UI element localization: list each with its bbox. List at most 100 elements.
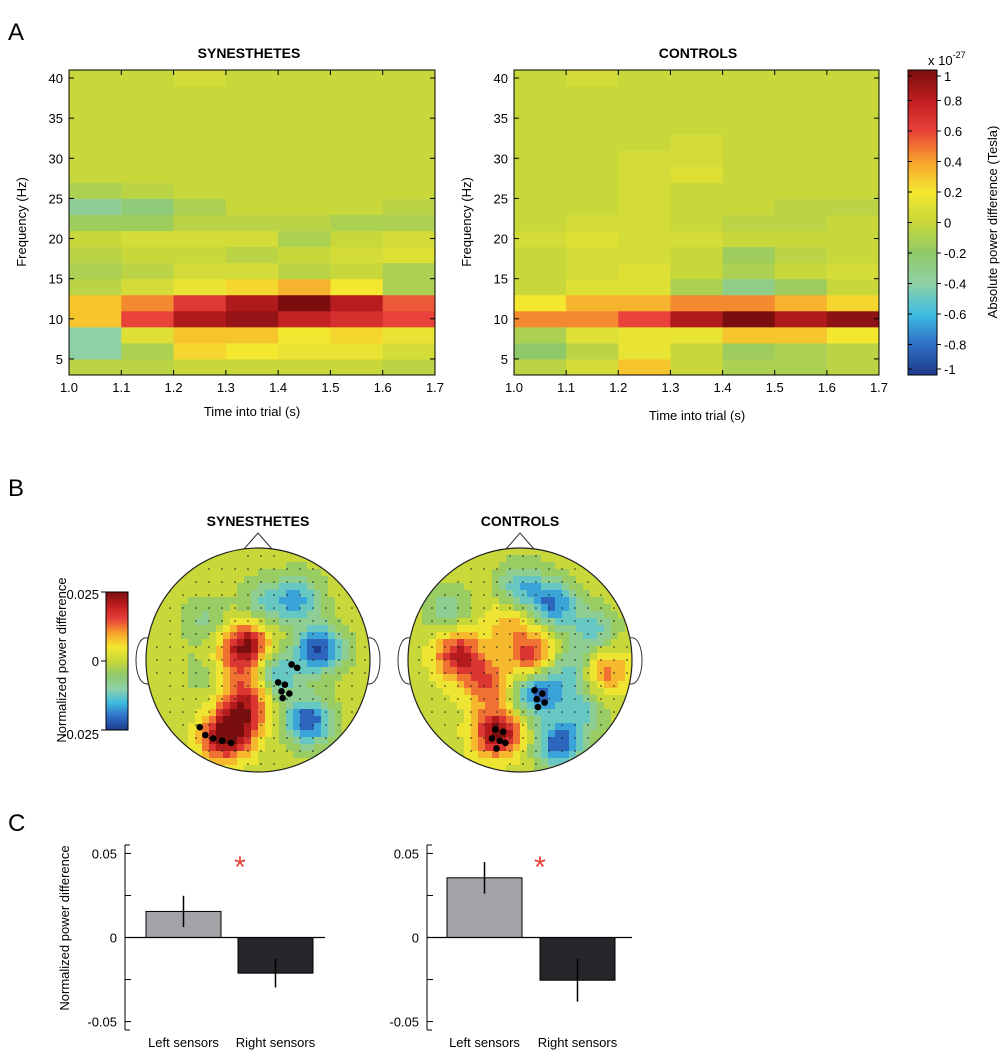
heatmap-cell <box>69 326 122 344</box>
topo-cell <box>349 618 357 626</box>
topo-cell <box>485 569 493 577</box>
heatmap-cell <box>382 358 436 376</box>
topo-cell <box>485 702 493 710</box>
topo-cell <box>457 597 465 605</box>
topo-cell <box>174 730 182 738</box>
sensor-dot <box>325 646 327 648</box>
topo-cell <box>590 660 598 668</box>
topo-cell <box>160 702 168 710</box>
topo-cell <box>244 688 252 696</box>
topo-cell <box>471 723 479 731</box>
heatmap-cell <box>278 118 331 135</box>
topo-cell <box>408 674 416 682</box>
topo-cell <box>174 660 182 668</box>
y-tick-label: 30 <box>494 151 508 166</box>
topo-cell <box>590 639 598 647</box>
topo-cell <box>230 597 238 605</box>
topo-cell <box>618 667 626 675</box>
sensor-dot <box>509 607 511 609</box>
topo-cell <box>293 618 301 626</box>
topo-cell <box>146 583 154 591</box>
topo-cell <box>457 723 465 731</box>
topo-cell <box>202 667 210 675</box>
topo-cell <box>436 765 444 772</box>
topo-cell <box>513 695 521 703</box>
sensor-dot <box>338 659 340 661</box>
sensor-dot <box>483 711 485 713</box>
topo-cell <box>555 555 563 563</box>
topo-cell <box>223 744 231 752</box>
sensor-dot <box>182 659 184 661</box>
sensor-dot <box>535 607 537 609</box>
topo-cell <box>597 555 605 563</box>
sensor-dot <box>247 672 249 674</box>
topo-cell <box>223 625 231 633</box>
topo-cell <box>464 688 472 696</box>
topo-cell <box>597 702 605 710</box>
sensor-dot <box>208 646 210 648</box>
topo-cell <box>450 765 458 772</box>
heatmap-cell <box>225 326 279 344</box>
topo-cell <box>499 681 507 689</box>
topo-cell <box>415 576 423 584</box>
topo-cell <box>590 695 598 703</box>
topo-cell <box>230 639 238 647</box>
topo-cell <box>471 674 479 682</box>
topo-cell <box>506 702 514 710</box>
topo-cell <box>618 660 626 668</box>
topo-cell <box>492 625 500 633</box>
topo-cell <box>415 702 423 710</box>
sensor-dot <box>535 620 537 622</box>
topo-cell <box>181 730 189 738</box>
topo-cell <box>597 590 605 598</box>
topo-cell <box>293 744 301 752</box>
topo-cell <box>527 562 535 570</box>
topo-cell <box>188 548 196 556</box>
topo-cell <box>328 625 336 633</box>
heatmap-controls-x-ticks: 1.0 1.1 1.2 1.3 1.4 1.5 1.6 1.7 <box>505 70 888 395</box>
topo-cell <box>258 688 266 696</box>
sensor-dot <box>535 711 537 713</box>
heatmap-cell <box>173 214 227 232</box>
topo-cell <box>576 737 584 745</box>
topo-cell <box>597 744 605 752</box>
topo-cell <box>251 709 259 717</box>
topo-cell <box>429 688 437 696</box>
sensor-dot <box>247 750 249 752</box>
topo-cell <box>195 674 203 682</box>
sensor-dot <box>273 724 275 726</box>
topo-cell <box>279 723 287 731</box>
topo-cell <box>471 583 479 591</box>
topo-cell <box>216 660 224 668</box>
topo-cell <box>541 576 549 584</box>
topo-cell <box>230 716 238 724</box>
topo-cell <box>237 625 245 633</box>
topo-cell <box>464 611 472 619</box>
topo-cell <box>258 716 266 724</box>
topo-cell <box>555 576 563 584</box>
topo-cell <box>265 744 273 752</box>
topo-cell <box>188 737 196 745</box>
sensor-dot <box>338 724 340 726</box>
topo-cell <box>576 555 584 563</box>
sensor-dot <box>351 698 353 700</box>
topo-cell <box>153 646 161 654</box>
heatmap-synesthetes-ylabel: Frequency (Hz) <box>14 177 29 267</box>
topo-cell <box>457 758 465 766</box>
topo-cell <box>534 569 542 577</box>
topo-cell <box>160 681 168 689</box>
heatmap-cell <box>121 230 175 248</box>
sensor-dot <box>548 594 550 596</box>
topo-cell <box>618 555 626 563</box>
sensor-dot <box>626 659 628 661</box>
heatmap-cell <box>121 310 175 328</box>
topo-cell <box>335 667 343 675</box>
topo-cell <box>321 576 329 584</box>
topo-cell <box>597 751 605 759</box>
sensor-dot <box>208 568 210 570</box>
topo-cell <box>328 618 336 626</box>
sensor-dot <box>195 659 197 661</box>
sensor-dot <box>169 620 171 622</box>
topo-cell <box>195 744 203 752</box>
sensor-dot <box>195 724 197 726</box>
